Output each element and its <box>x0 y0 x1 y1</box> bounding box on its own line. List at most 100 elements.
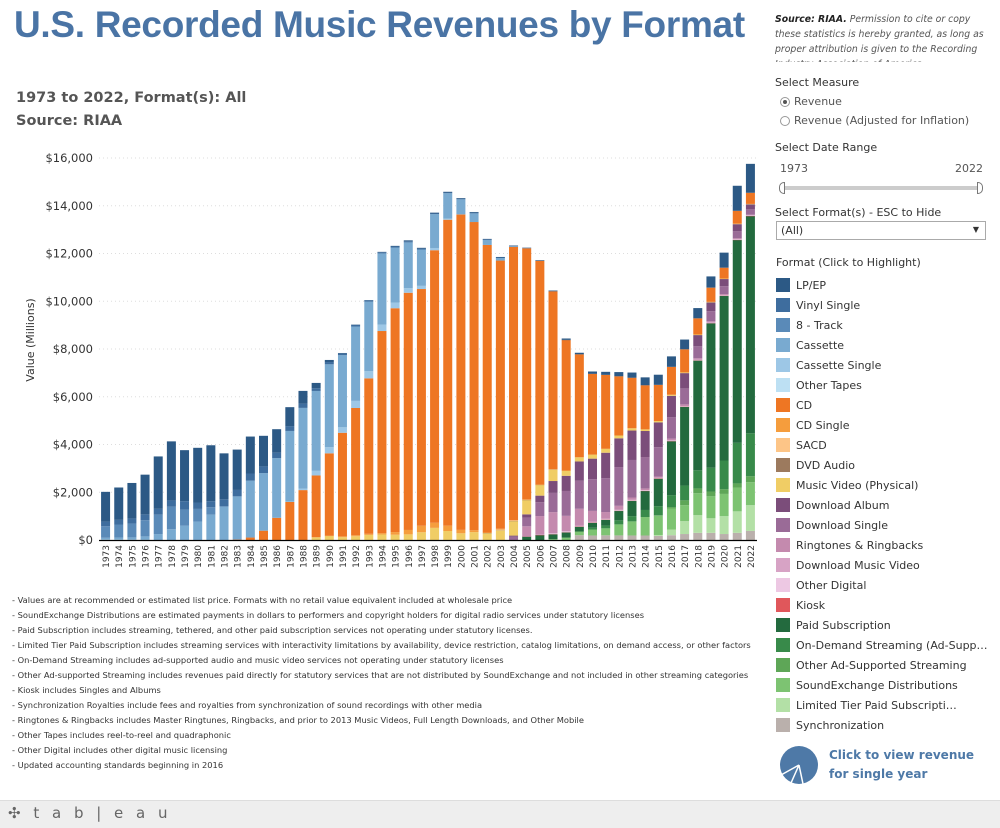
bar-segment[interactable] <box>680 388 689 404</box>
bar-segment[interactable] <box>496 529 505 530</box>
bar-segment[interactable] <box>706 518 715 533</box>
bar-segment[interactable] <box>338 433 347 537</box>
bar-segment[interactable] <box>180 526 189 540</box>
bar-segment[interactable] <box>338 537 347 540</box>
bar-segment[interactable] <box>588 522 597 523</box>
bar-segment[interactable] <box>549 291 558 292</box>
bar-segment[interactable] <box>391 248 400 303</box>
bar-segment[interactable] <box>733 487 742 511</box>
legend-item[interactable]: Vinyl Single <box>776 295 988 315</box>
bar-segment[interactable] <box>614 467 623 506</box>
bar-segment[interactable] <box>443 193 452 194</box>
bar-segment[interactable] <box>496 257 505 258</box>
bar-segment[interactable] <box>101 526 110 538</box>
bar-segment[interactable] <box>496 258 505 261</box>
bar-segment[interactable] <box>706 492 715 497</box>
bar-segment[interactable] <box>575 535 584 540</box>
bar-segment[interactable] <box>430 214 439 248</box>
bar-segment[interactable] <box>601 375 610 449</box>
bar-segment[interactable] <box>496 261 505 529</box>
bar-segment[interactable] <box>720 489 729 494</box>
bar-segment[interactable] <box>167 529 176 540</box>
bar-segment[interactable] <box>654 421 663 422</box>
bar-segment[interactable] <box>220 499 229 506</box>
bar-segment[interactable] <box>614 506 623 510</box>
bar-segment[interactable] <box>141 536 150 539</box>
bar-segment[interactable] <box>443 219 452 220</box>
bar-segment[interactable] <box>351 536 360 540</box>
bar-segment[interactable] <box>667 529 676 535</box>
bar-segment[interactable] <box>641 429 650 431</box>
bar-segment[interactable] <box>522 536 531 540</box>
bar-segment[interactable] <box>627 521 636 535</box>
bar-segment[interactable] <box>509 247 518 520</box>
bar-segment[interactable] <box>114 525 123 538</box>
bar-segment[interactable] <box>549 512 558 533</box>
bar-segment[interactable] <box>720 253 729 268</box>
bar-segment[interactable] <box>601 449 610 453</box>
bar-segment[interactable] <box>404 530 413 534</box>
bar-segment[interactable] <box>627 378 636 429</box>
bar-segment[interactable] <box>641 491 650 510</box>
bar-segment[interactable] <box>470 213 479 222</box>
bar-segment[interactable] <box>483 533 492 540</box>
bar-segment[interactable] <box>601 453 610 479</box>
bar-segment[interactable] <box>377 331 386 533</box>
bar-segment[interactable] <box>680 486 689 501</box>
bar-segment[interactable] <box>470 532 479 540</box>
bar-segment[interactable] <box>101 522 110 527</box>
bar-segment[interactable] <box>220 507 229 540</box>
bar-segment[interactable] <box>733 240 742 443</box>
legend-item[interactable]: Ringtones & Ringbacks <box>776 535 988 555</box>
bar-segment[interactable] <box>680 340 689 350</box>
bar-segment[interactable] <box>377 533 386 534</box>
bar-segment[interactable] <box>285 431 294 502</box>
bar-segment[interactable] <box>654 422 663 447</box>
bar-segment[interactable] <box>601 520 610 526</box>
bar-segment[interactable] <box>443 526 452 531</box>
bar-segment[interactable] <box>720 460 729 489</box>
legend-item[interactable]: 8 - Track <box>776 315 988 335</box>
bar-segment[interactable] <box>575 527 584 532</box>
bar-segment[interactable] <box>654 535 663 536</box>
bar-segment[interactable] <box>549 539 558 540</box>
bar-segment[interactable] <box>733 533 742 540</box>
bar-segment[interactable] <box>272 458 281 518</box>
bar-segment[interactable] <box>562 338 571 339</box>
bar-segment[interactable] <box>693 515 702 533</box>
bar-segment[interactable] <box>627 501 636 516</box>
bar-segment[interactable] <box>562 476 571 491</box>
bar-segment[interactable] <box>720 268 729 279</box>
radio-revenue-inflation[interactable]: Revenue (Adjusted for Inflation) <box>780 114 969 127</box>
bar-segment[interactable] <box>206 515 215 540</box>
bar-segment[interactable] <box>259 466 268 473</box>
bar-segment[interactable] <box>391 308 400 532</box>
bar-segment[interactable] <box>141 520 150 536</box>
bar-segment[interactable] <box>193 502 202 508</box>
bar-segment[interactable] <box>680 349 689 372</box>
bar-segment[interactable] <box>614 435 623 438</box>
bar-segment[interactable] <box>680 404 689 406</box>
bar-segment[interactable] <box>588 528 597 530</box>
bar-segment[interactable] <box>733 211 742 224</box>
bar-segment[interactable] <box>641 431 650 457</box>
bar-segment[interactable] <box>680 373 689 388</box>
bar-segment[interactable] <box>180 450 189 501</box>
bar-segment[interactable] <box>680 372 689 373</box>
bar-segment[interactable] <box>298 408 307 489</box>
slider-end-handle[interactable] <box>977 182 983 194</box>
bar-segment[interactable] <box>127 518 136 523</box>
legend-item[interactable]: SoundExchange Distributions <box>776 675 988 695</box>
bar-segment[interactable] <box>627 460 636 498</box>
bar-segment[interactable] <box>101 492 110 522</box>
bar-segment[interactable] <box>601 519 610 520</box>
bar-segment[interactable] <box>417 526 426 533</box>
bar-segment[interactable] <box>627 428 636 430</box>
bar-segment[interactable] <box>641 457 650 488</box>
bar-segment[interactable] <box>680 505 689 521</box>
legend-item[interactable]: CD <box>776 395 988 415</box>
bar-segment[interactable] <box>167 507 176 530</box>
bar-segment[interactable] <box>114 520 123 525</box>
bar-segment[interactable] <box>562 516 571 531</box>
bar-segment[interactable] <box>404 293 413 530</box>
